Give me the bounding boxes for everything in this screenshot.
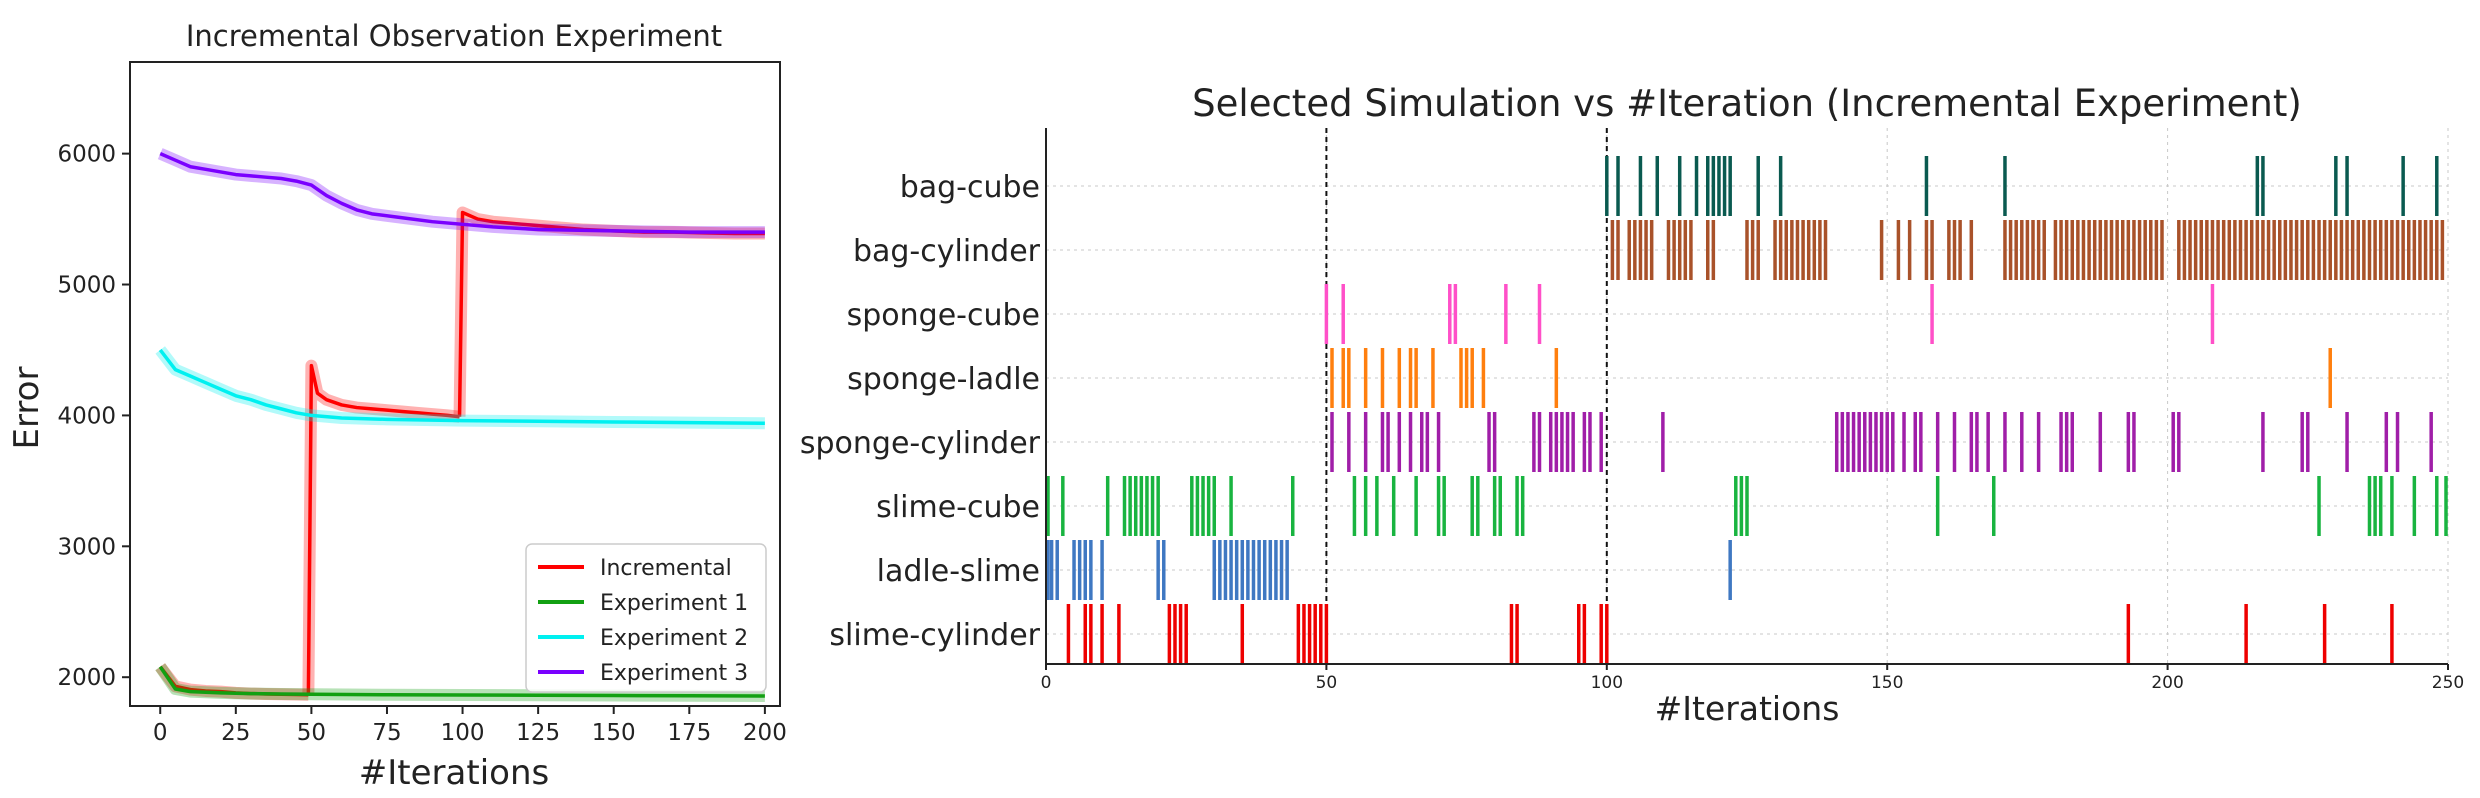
x-tick-label: 100 [1591, 673, 1623, 693]
row-label-slime-cube: slime-cube [876, 490, 1040, 525]
event-chart: Selected Simulation vs #Iteration (Incre… [800, 82, 2464, 728]
line-chart-x-axis-label: #Iterations [359, 753, 549, 793]
x-tick-label: 250 [2432, 673, 2464, 693]
event-bars-group [1046, 156, 2448, 664]
x-tick-label: 0 [1041, 673, 1052, 693]
y-tick-label: 6000 [57, 142, 116, 168]
row-label-bag-cube: bag-cube [900, 170, 1040, 205]
x-tick-label: 175 [667, 720, 711, 746]
x-tick-label: 0 [153, 720, 168, 746]
x-tick-label: 150 [1871, 673, 1903, 693]
incremental-band [453, 206, 765, 417]
experiment-1-line [158, 665, 765, 698]
legend-label-experiment-2: Experiment 2 [600, 626, 748, 651]
incremental-line [457, 210, 765, 417]
experiment-3-line [159, 152, 765, 234]
incremental-line [306, 363, 460, 695]
line-chart-series-group [155, 148, 765, 703]
event-chart-title: Selected Simulation vs #Iteration (Incre… [1192, 82, 2302, 125]
legend-label-experiment-1: Experiment 1 [600, 591, 748, 616]
row-label-slime-cylinder: slime-cylinder [829, 618, 1040, 653]
line-chart: Incremental Observation Experiment Error… [7, 19, 787, 793]
line-chart-title: Incremental Observation Experiment [186, 19, 722, 53]
x-tick-label: 25 [221, 720, 250, 746]
row-label-sponge-ladle: sponge-ladle [847, 362, 1040, 397]
legend: Incremental Experiment 1 Experiment 2 Exper… [525, 543, 767, 693]
experiment-3-band [157, 148, 765, 239]
x-tick-label: 50 [1316, 673, 1338, 693]
y-tick-label: 5000 [57, 273, 116, 299]
row-label-bag-cylinder: bag-cylinder [853, 234, 1041, 269]
y-tick-label: 3000 [57, 534, 116, 560]
x-tick-label: 50 [297, 720, 326, 746]
x-tick-label: 100 [441, 720, 485, 746]
x-tick-label: 125 [516, 720, 560, 746]
x-tick-label: 75 [372, 720, 401, 746]
line-chart-frame [129, 61, 781, 707]
y-tick-label: 2000 [57, 665, 116, 691]
experiment-2-line [158, 348, 765, 426]
y-tick-label: 4000 [57, 403, 116, 429]
x-tick-label: 200 [2151, 673, 2183, 693]
x-tick-label: 150 [592, 720, 636, 746]
row-label-ladle-slime: ladle-slime [877, 554, 1040, 589]
row-label-sponge-cube: sponge-cube [847, 298, 1040, 333]
x-tick-label: 200 [743, 720, 787, 746]
legend-label-experiment-3: Experiment 3 [600, 661, 748, 686]
event-chart-x-axis-label: #Iterations [1655, 689, 1840, 728]
legend-label-incremental: Incremental [600, 556, 732, 581]
line-chart-y-axis-label: Error [7, 367, 47, 450]
row-label-sponge-cylinder: sponge-cylinder [800, 426, 1041, 461]
